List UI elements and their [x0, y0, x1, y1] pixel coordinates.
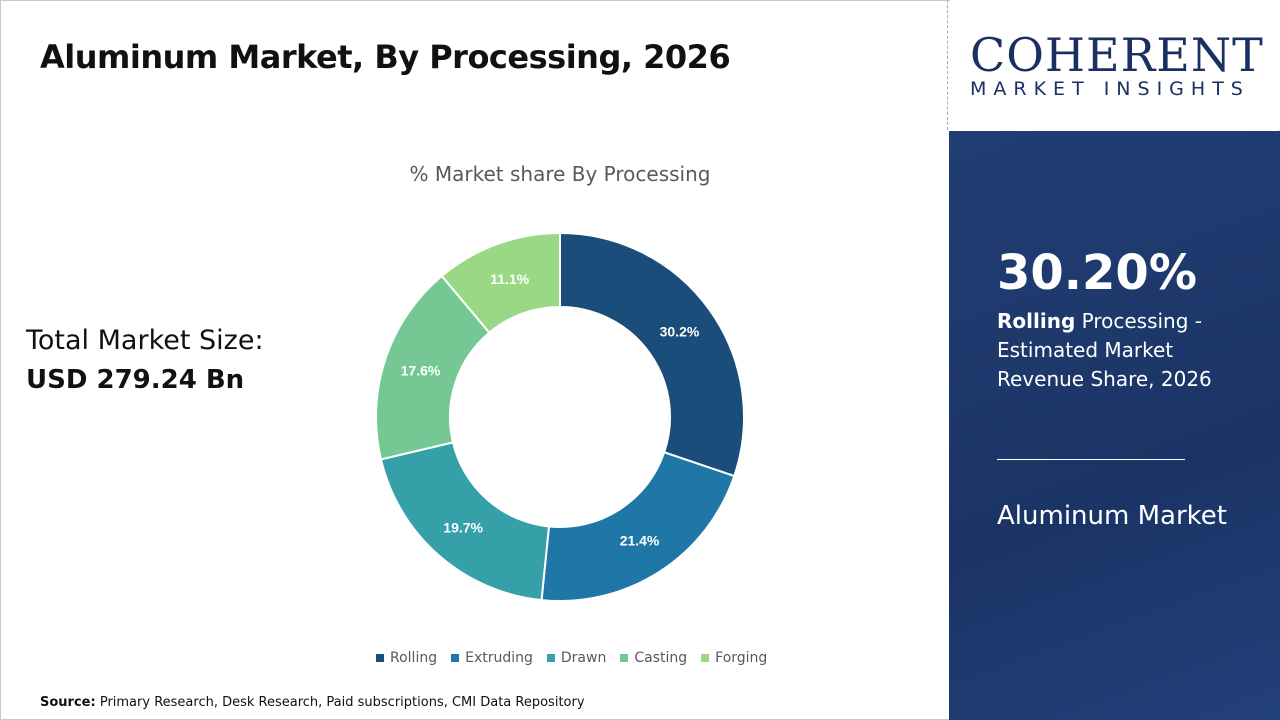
legend-item-forging: Forging — [701, 650, 767, 666]
slice-drawn — [379, 441, 551, 602]
legend-swatch — [701, 654, 710, 662]
legend-item-extruding: Extruding — [451, 650, 533, 666]
total-market-label: Total Market Size: — [26, 325, 264, 356]
legend-label: Rolling — [390, 650, 438, 666]
legend-label: Extruding — [465, 650, 533, 666]
source-label: Source: — [40, 695, 96, 710]
divider — [947, 0, 948, 130]
panel-market-name: Aluminum Market — [997, 501, 1227, 531]
slice-casting — [375, 274, 491, 461]
source-note: Source: Primary Research, Desk Research,… — [40, 695, 585, 710]
chart-title: % Market share By Processing — [409, 162, 711, 186]
legend-swatch — [546, 654, 555, 662]
legend-label: Forging — [715, 650, 768, 666]
highlight-description: Rolling Processing - Estimated Market Re… — [997, 307, 1247, 394]
data-label: 11.1% — [490, 271, 529, 287]
highlight-segment: Rolling — [997, 309, 1076, 333]
slice-forging — [440, 231, 561, 335]
page-title: Aluminum Market, By Processing, 2026 — [40, 38, 731, 76]
legend-item-drawn: Drawn — [546, 650, 607, 666]
highlight-text: Processing - Estimated Market Revenue Sh… — [997, 309, 1212, 391]
highlight-panel: 30.20% Rolling Processing - Estimated Ma… — [949, 131, 1280, 720]
logo: COHERENT MARKET INSIGHTS — [950, 0, 1280, 130]
legend-label: Drawn — [560, 650, 607, 666]
legend-item-casting: Casting — [620, 650, 687, 666]
panel-divider — [997, 459, 1185, 460]
legend: Rolling Extruding Drawn Casting Forging — [376, 650, 767, 666]
slice-extruding — [540, 451, 736, 602]
total-market-value: USD 279.24 Bn — [26, 365, 245, 395]
legend-swatch — [376, 654, 384, 662]
source-text: Primary Research, Desk Research, Paid su… — [99, 695, 585, 710]
slice-rolling — [559, 231, 745, 478]
legend-item-rolling: Rolling — [376, 650, 437, 666]
data-label: 30.2% — [660, 323, 700, 339]
data-label: 19.7% — [443, 520, 483, 536]
data-label: 17.6% — [401, 363, 441, 379]
logo-wordmark: COHERENT — [970, 28, 1264, 82]
legend-label: Casting — [634, 650, 688, 666]
legend-swatch — [620, 654, 629, 662]
legend-swatch — [451, 654, 460, 662]
data-label: 21.4% — [620, 533, 660, 549]
highlight-percent: 30.20% — [997, 245, 1197, 301]
logo-tagline: MARKET INSIGHTS — [970, 78, 1250, 100]
